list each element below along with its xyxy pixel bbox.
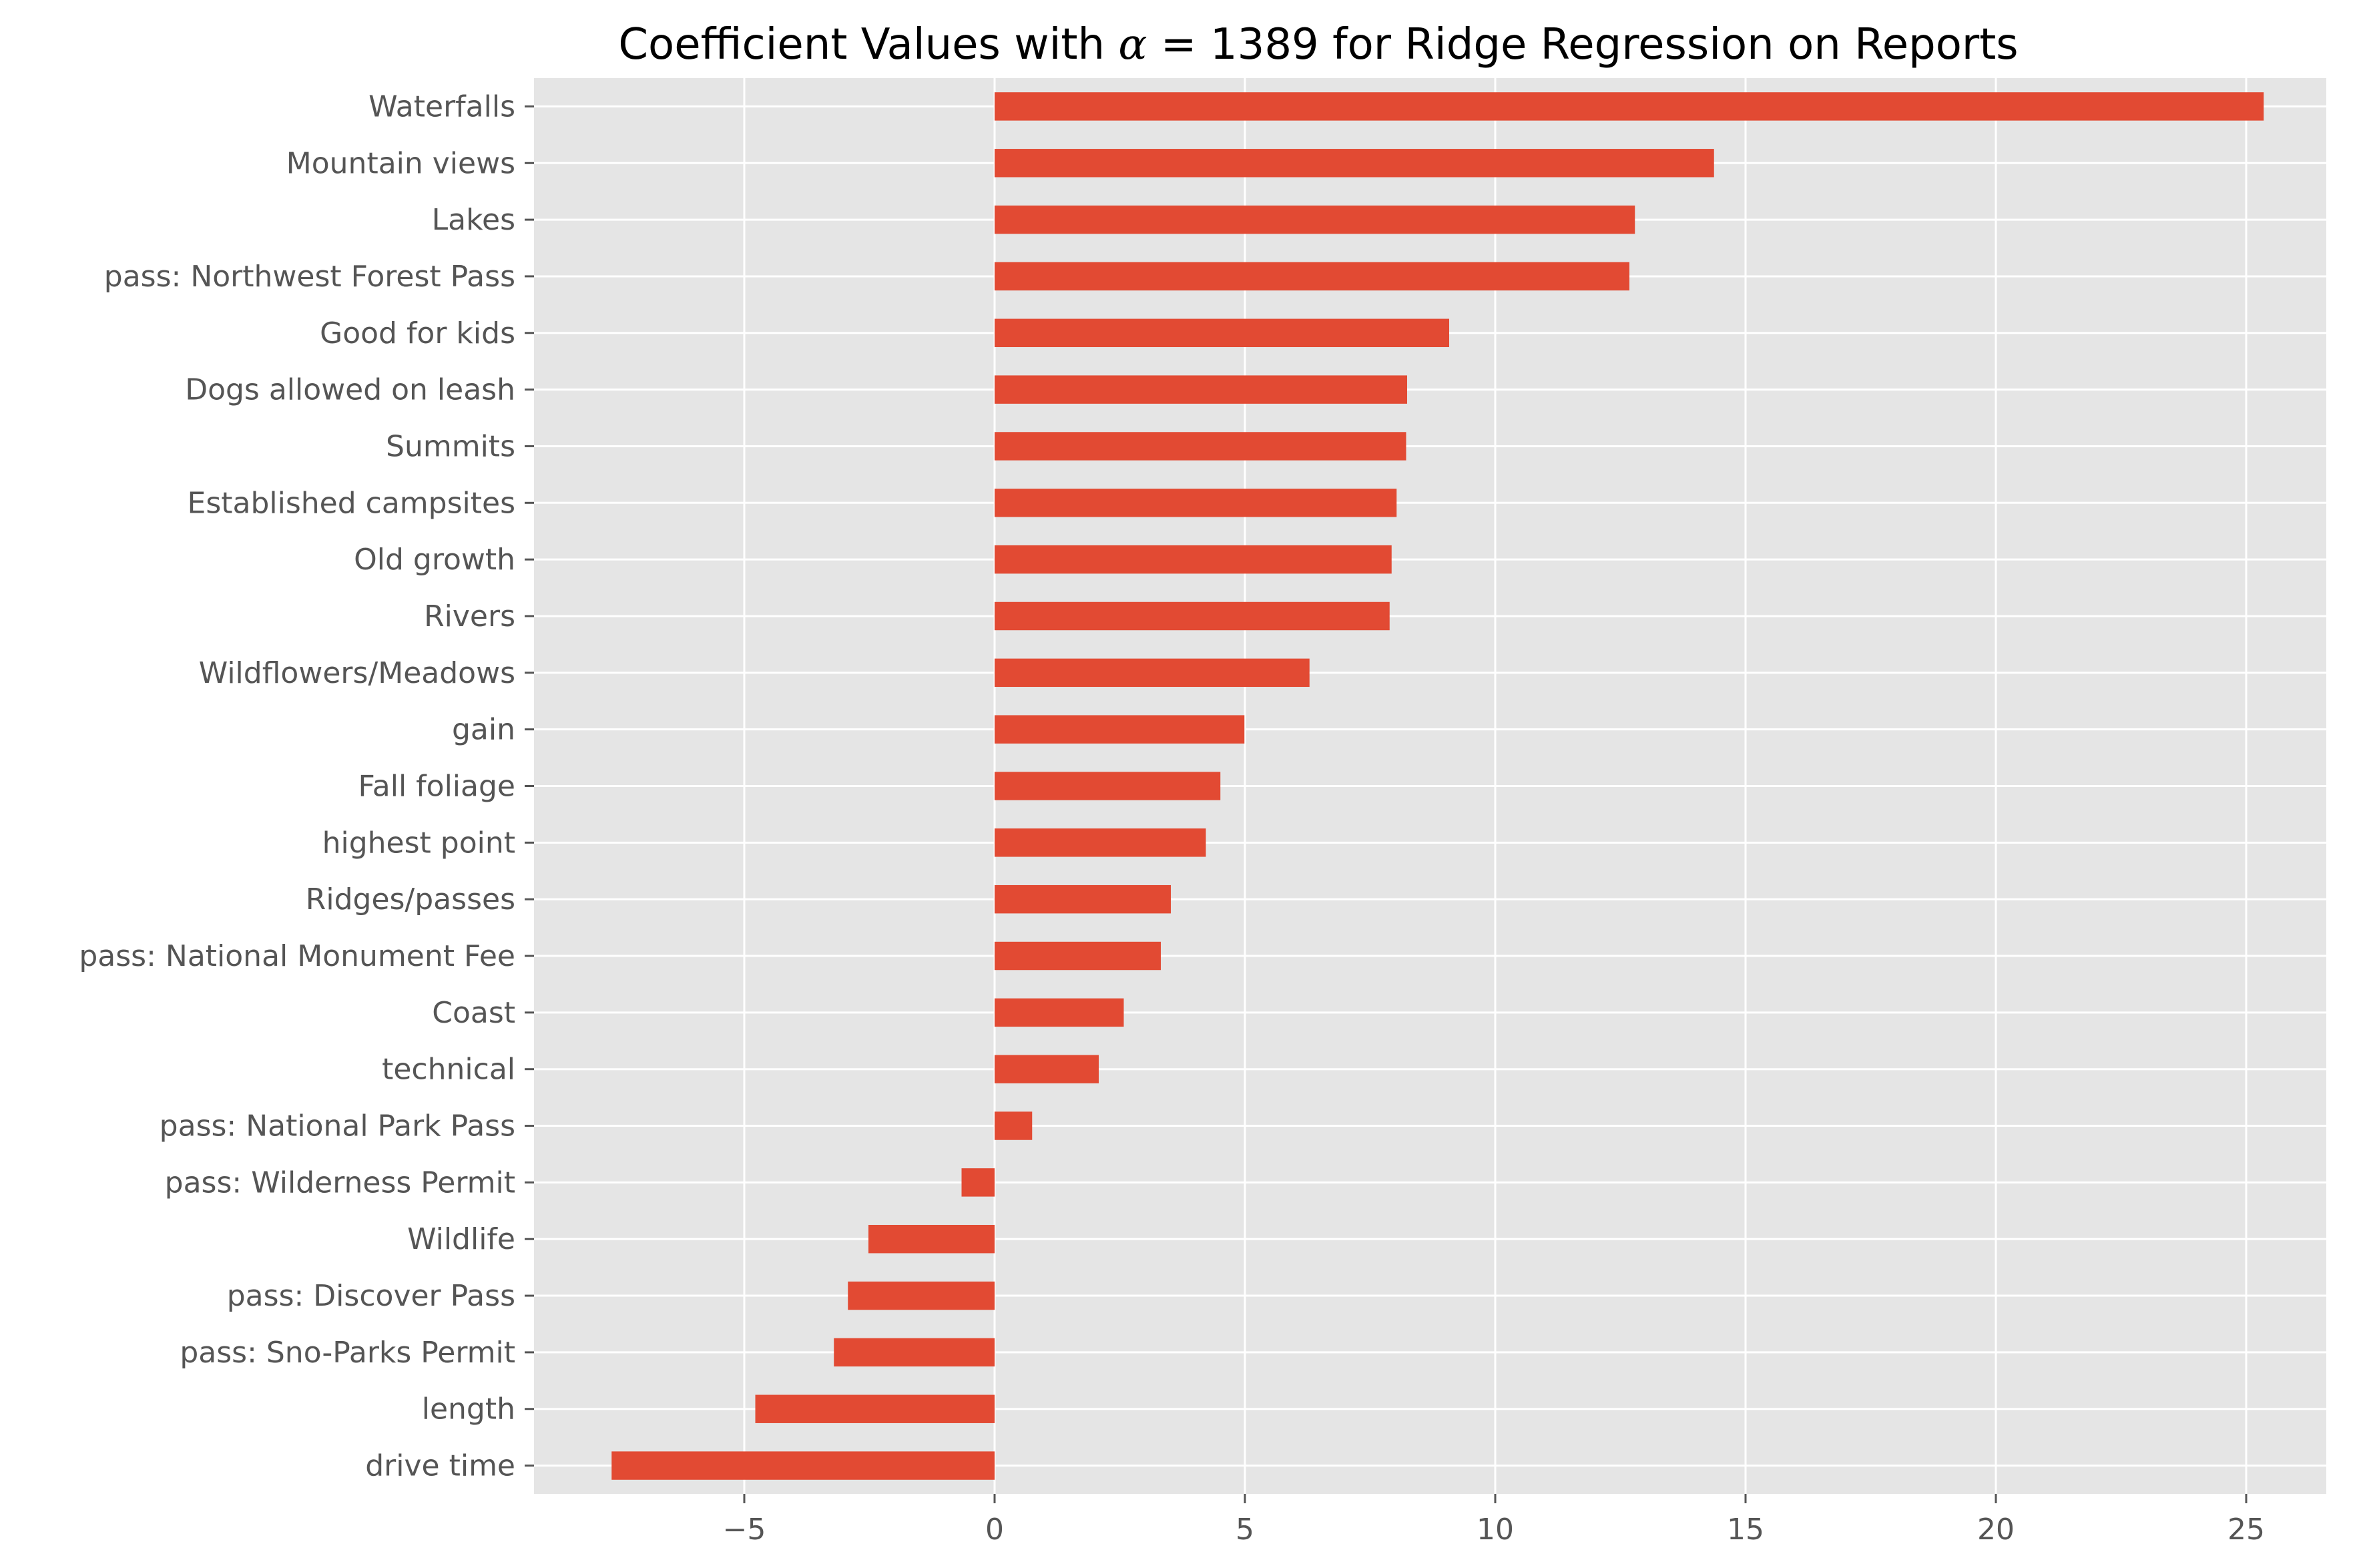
y-tick-label: Waterfalls [368,89,515,123]
x-tick-label: −5 [723,1513,766,1547]
y-tick-label: Good for kids [320,316,515,350]
y-axis: Waterfalls Mountain views Lakes pass: North… [79,89,534,1483]
chart-title-prefix: Coefficient Values with [618,20,1118,69]
chart-title: Coefficient Values with α = 1389 for Rid… [618,20,2018,69]
bar [995,1111,1033,1140]
bar [995,545,1392,574]
y-tick-label: highest point [322,826,515,860]
x-tick-label: 15 [1727,1513,1764,1547]
y-tick-label: technical [382,1053,515,1087]
bar [995,998,1124,1027]
bar [611,1451,995,1480]
y-tick-label: pass: Discover Pass [227,1279,515,1313]
bar [995,941,1161,971]
bar [995,828,1206,857]
chart-title-symbol: α [1118,20,1147,69]
y-tick-label: Established campsites [188,486,515,520]
chart-title-suffix: = 1389 for Ridge Regression on Reports [1147,20,2019,69]
x-tick-label: 25 [2227,1513,2265,1547]
bar [868,1225,995,1254]
bar [995,375,1407,404]
x-tick-label: 10 [1477,1513,1514,1547]
bar [848,1281,995,1310]
bar [995,318,1449,347]
y-tick-label: Summits [386,429,515,463]
x-tick-label: 0 [985,1513,1004,1547]
y-tick-label: Old growth [354,543,515,577]
y-tick-label: Coast [432,996,515,1030]
bar [755,1394,995,1423]
bar [961,1168,995,1197]
y-tick-label: Lakes [432,203,515,237]
bar [995,262,1629,291]
y-tick-label: pass: Sno-Parks Permit [180,1336,515,1370]
bar [995,772,1221,800]
y-tick-label: Dogs allowed on leash [185,373,515,407]
x-axis: −5 0 5 10 15 20 25 [723,1494,2265,1547]
bar [995,1055,1099,1083]
y-tick-label: Wildlife [407,1222,515,1256]
y-tick-label: pass: Northwest Forest Pass [104,260,515,294]
y-tick-label: gain [452,713,515,747]
y-tick-label: Wildflowers/Meadows [199,656,515,690]
y-tick-label: drive time [365,1449,515,1483]
bars-layer [611,92,2264,1480]
bar [995,884,1171,914]
y-tick-label: Rivers [424,599,515,633]
bar [834,1338,995,1367]
bar [995,92,2264,121]
bar [995,715,1245,744]
bar [995,432,1406,461]
y-tick-label: pass: National Park Pass [160,1109,515,1143]
y-tick-label: pass: National Monument Fee [79,939,515,973]
y-tick-label: Fall foliage [358,770,516,804]
y-tick-label: Mountain views [286,146,515,180]
y-tick-label: pass: Wilderness Permit [165,1165,515,1200]
x-tick-label: 20 [1977,1513,2015,1547]
y-tick-label: length [422,1392,515,1426]
bar [995,658,1310,688]
y-tick-label: Ridges/passes [306,882,515,917]
bar [995,489,1397,517]
bar [995,149,1714,178]
bar [995,205,1635,234]
x-tick-label: 5 [1236,1513,1254,1547]
bar [995,601,1390,631]
